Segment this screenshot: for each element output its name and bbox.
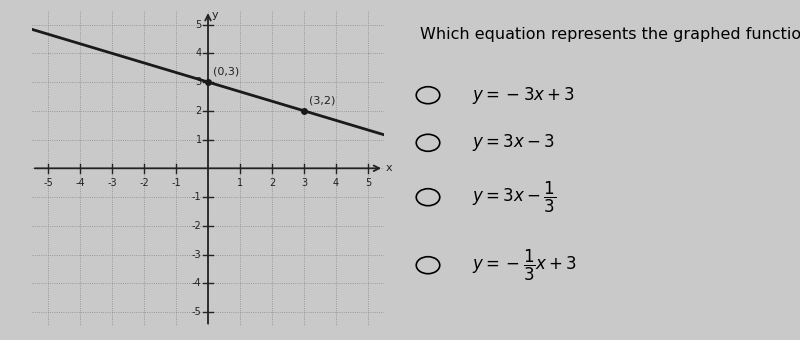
Text: 3: 3 <box>301 178 307 188</box>
Text: x: x <box>386 163 392 173</box>
Text: 5: 5 <box>195 20 202 30</box>
Text: y: y <box>211 10 218 20</box>
Text: 3: 3 <box>195 77 202 87</box>
Text: $y = 3x - \dfrac{1}{3}$: $y = 3x - \dfrac{1}{3}$ <box>472 180 556 215</box>
Text: $y = -3x + 3$: $y = -3x + 3$ <box>472 85 575 106</box>
Text: (3,2): (3,2) <box>309 95 335 105</box>
Text: -1: -1 <box>192 192 202 202</box>
Text: -2: -2 <box>192 221 202 231</box>
Text: -3: -3 <box>192 250 202 259</box>
Text: -1: -1 <box>171 178 181 188</box>
Text: -2: -2 <box>139 178 149 188</box>
Text: Which equation represents the graphed function?: Which equation represents the graphed fu… <box>420 27 800 42</box>
Text: 4: 4 <box>195 48 202 58</box>
Text: 5: 5 <box>365 178 371 188</box>
Text: -3: -3 <box>107 178 117 188</box>
Text: -4: -4 <box>192 278 202 288</box>
Text: -4: -4 <box>75 178 85 188</box>
Text: $y = -\dfrac{1}{3}x + 3$: $y = -\dfrac{1}{3}x + 3$ <box>472 248 578 283</box>
Text: 1: 1 <box>237 178 243 188</box>
Text: (0,3): (0,3) <box>213 66 239 76</box>
Text: -5: -5 <box>43 178 53 188</box>
Text: 4: 4 <box>333 178 339 188</box>
Text: -5: -5 <box>192 307 202 317</box>
Text: $y = 3x - 3$: $y = 3x - 3$ <box>472 132 554 153</box>
Text: 1: 1 <box>195 135 202 144</box>
Text: 2: 2 <box>269 178 275 188</box>
Text: 2: 2 <box>195 106 202 116</box>
